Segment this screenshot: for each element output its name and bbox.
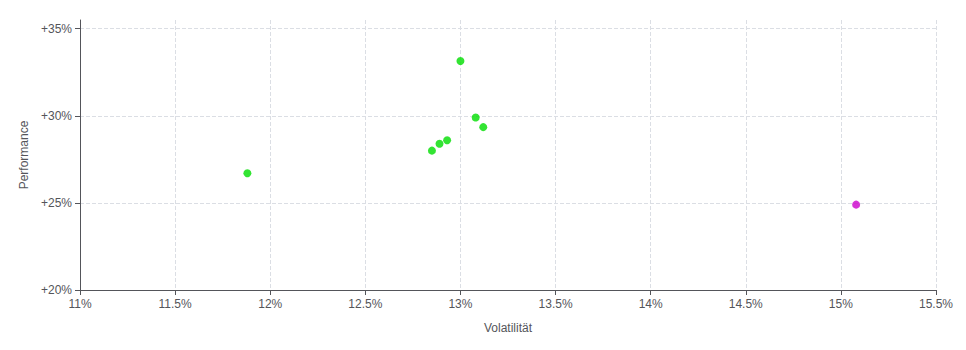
svg-text:11.5%: 11.5% xyxy=(159,297,192,311)
svg-text:+25%: +25% xyxy=(41,196,72,210)
svg-text:14%: 14% xyxy=(639,297,663,311)
svg-text:+20%: +20% xyxy=(41,283,72,297)
svg-text:+30%: +30% xyxy=(41,109,72,123)
svg-text:14.5%: 14.5% xyxy=(729,297,763,311)
svg-text:15.5%: 15.5% xyxy=(919,297,953,311)
svg-text:Volatilität: Volatilität xyxy=(484,321,533,335)
svg-text:13.5%: 13.5% xyxy=(539,297,573,311)
svg-text:15%: 15% xyxy=(829,297,853,311)
svg-text:11%: 11% xyxy=(68,297,91,311)
svg-text:13%: 13% xyxy=(448,297,472,311)
svg-text:Performance: Performance xyxy=(17,120,31,189)
svg-text:12.5%: 12.5% xyxy=(348,297,382,311)
svg-text:+35%: +35% xyxy=(41,22,72,36)
svg-text:12%: 12% xyxy=(258,297,282,311)
